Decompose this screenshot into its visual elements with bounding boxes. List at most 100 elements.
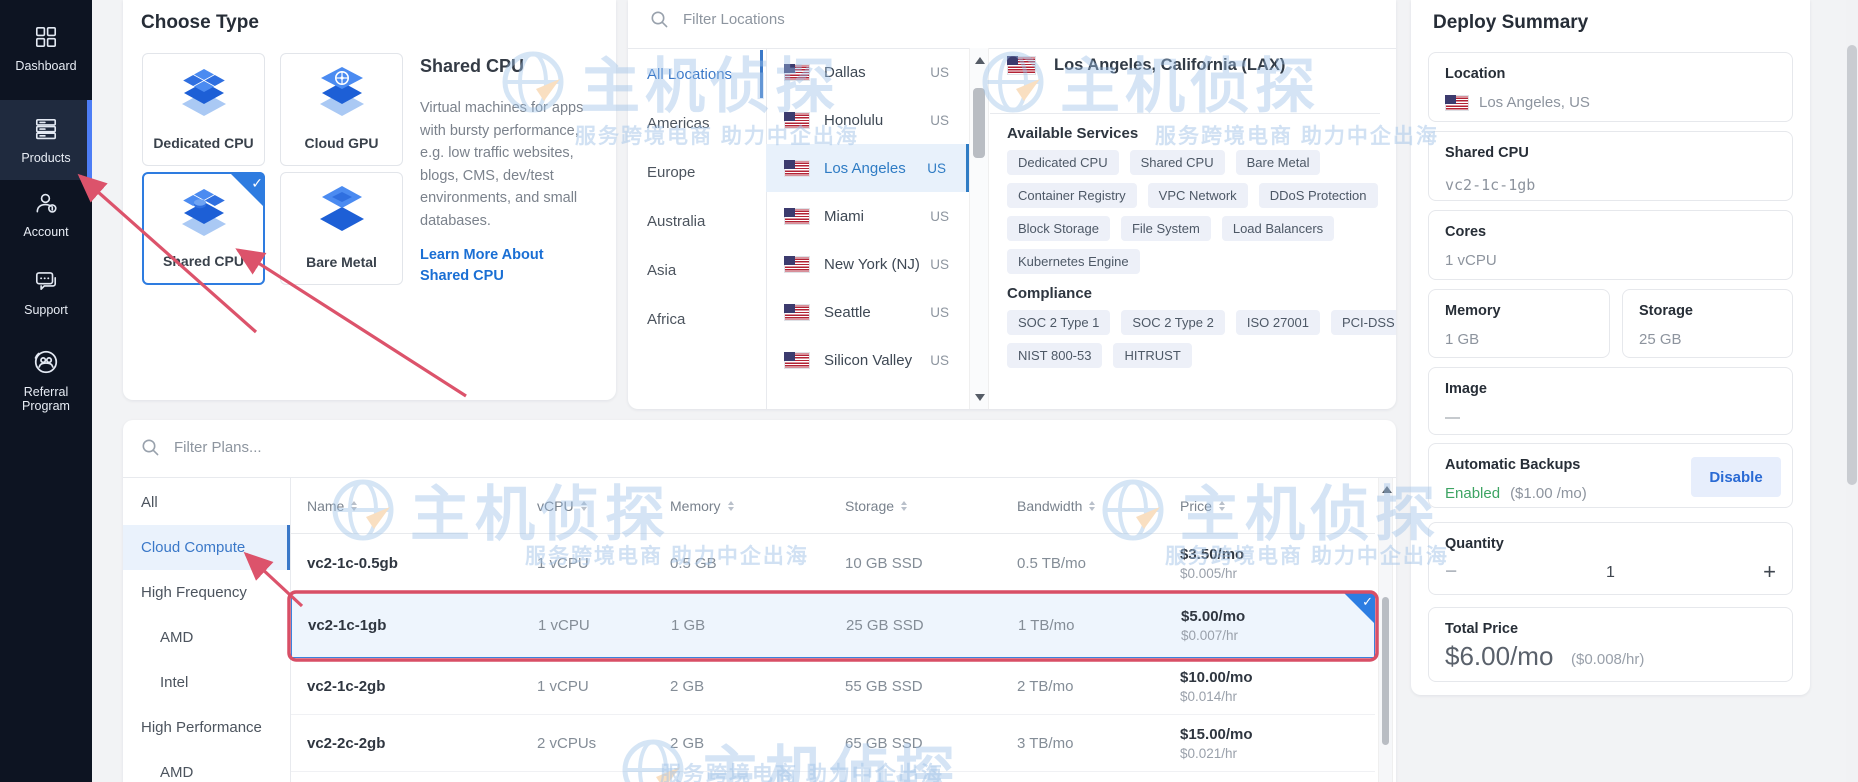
region-item-europe[interactable]: Europe	[628, 148, 763, 196]
plan-category-high-frequency[interactable]: High Frequency	[123, 570, 290, 615]
locations-search[interactable]	[650, 10, 903, 29]
region-item-africa[interactable]: Africa	[628, 295, 763, 343]
region-label: Europe	[647, 163, 696, 181]
bare-metal-icon	[319, 186, 364, 231]
plan-row-vc2-2c-2gb[interactable]: vc2-2c-2gb 2 vCPUs 2 GB 65 GB SSD 3 TB/m…	[291, 715, 1375, 772]
city-item-seattle[interactable]: Seattle US	[766, 288, 969, 336]
column-header-storage[interactable]: Storage	[829, 498, 1001, 514]
scrollbar-thumb[interactable]	[1382, 597, 1389, 745]
plan-category-amd-2[interactable]: AMD	[123, 750, 290, 782]
sidebar-item-products[interactable]: Products	[0, 100, 92, 180]
plan-category-amd[interactable]: AMD	[123, 615, 290, 660]
type-card-bare-metal[interactable]: Bare Metal	[280, 172, 403, 285]
us-flag-icon	[784, 159, 810, 177]
compliance-badge: HITRUST	[1113, 343, 1192, 368]
chat-support-icon	[35, 272, 57, 290]
plan-category-cloud-compute[interactable]: Cloud Compute	[123, 525, 290, 570]
scrollbar-thumb[interactable]	[1847, 45, 1857, 485]
service-badge: VPC Network	[1147, 183, 1248, 208]
service-badge: Bare Metal	[1235, 150, 1321, 175]
plan-category-all[interactable]: All	[123, 480, 290, 525]
type-detail-heading: Shared CPU	[420, 56, 525, 76]
sidebar-item-referral-program[interactable]: Referral Program	[0, 348, 92, 413]
plan-row-vc2-1c-2gb[interactable]: vc2-1c-2gb 1 vCPU 2 GB 55 GB SSD 2 TB/mo…	[291, 658, 1375, 715]
shared-cpu-icon	[181, 189, 226, 236]
backups-price: ($1.00 /mo)	[1510, 485, 1587, 502]
sort-icon	[1218, 500, 1225, 511]
city-list-scrollbar[interactable]	[969, 48, 989, 409]
region-label: Asia	[647, 261, 677, 279]
sidebar-item-support[interactable]: Support	[0, 268, 92, 317]
scroll-down-icon[interactable]	[975, 394, 985, 401]
scrollbar-thumb[interactable]	[973, 88, 985, 158]
summary-value: 1 GB	[1445, 331, 1480, 348]
disable-backups-button[interactable]: Disable	[1691, 457, 1781, 497]
plan-row-vc2-1c-0.5gb[interactable]: vc2-1c-0.5gb 1 vCPU 0.5 GB 10 GB SSD 0.5…	[291, 535, 1375, 592]
us-flag-icon	[784, 255, 810, 273]
city-item-silicon-valley[interactable]: Silicon Valley US	[766, 336, 969, 384]
us-flag-icon	[784, 351, 810, 369]
sidebar-item-label: Account	[23, 225, 69, 239]
scroll-up-icon[interactable]	[975, 57, 985, 64]
region-item-australia[interactable]: Australia	[628, 197, 763, 245]
service-badge: Shared CPU	[1129, 150, 1225, 175]
service-badge: DDoS Protection	[1258, 183, 1378, 208]
city-country: US	[927, 160, 946, 176]
total-price-value: $6.00/mo	[1445, 641, 1554, 671]
summary-label: Quantity	[1445, 536, 1504, 552]
scroll-up-icon[interactable]	[1381, 486, 1392, 493]
column-header-name[interactable]: Name	[291, 498, 521, 514]
plans-filter-input[interactable]	[174, 439, 394, 456]
learn-more-link[interactable]: Learn More About Shared CPU	[420, 247, 544, 284]
region-item-all-locations[interactable]: All Locations	[628, 50, 763, 98]
type-card-shared-cpu[interactable]: ✓ Shared CPU	[142, 172, 265, 285]
services-row: Block Storage File System Load Balancers	[1007, 216, 1335, 241]
sort-icon	[901, 500, 908, 511]
sort-icon	[727, 500, 734, 511]
city-item-los-angeles[interactable]: Los Angeles US	[766, 144, 969, 192]
service-badge: Kubernetes Engine	[1007, 249, 1140, 274]
plan-row-vc2-1c-1gb-selected[interactable]: vc2-1c-1gb 1 vCPU 1 GB 25 GB SSD 1 TB/mo…	[291, 592, 1375, 658]
city-item-miami[interactable]: Miami US	[766, 192, 969, 240]
city-item-dallas[interactable]: Dallas US	[766, 48, 969, 96]
deploy-summary-title: Deploy Summary	[1433, 12, 1589, 33]
column-header-memory[interactable]: Memory	[654, 498, 829, 514]
sidebar-item-dashboard[interactable]: Dashboard	[0, 24, 92, 73]
sidebar-item-label: Products	[21, 150, 71, 165]
category-label: AMD	[160, 629, 194, 646]
sidebar-item-label: Referral Program	[22, 385, 70, 413]
quantity-decrease-button[interactable]: −	[1445, 560, 1458, 583]
compliance-row: NIST 800-53 HITRUST	[1007, 343, 1192, 368]
region-item-americas[interactable]: Americas	[628, 99, 763, 147]
summary-quantity-card: Quantity − 1 +	[1428, 522, 1793, 595]
plan-category-high-performance[interactable]: High Performance	[123, 705, 290, 750]
account-person-icon	[36, 193, 57, 213]
type-card-label: Shared CPU	[163, 253, 244, 269]
us-flag-icon	[1007, 56, 1036, 75]
category-label: AMD	[160, 764, 194, 781]
column-header-price[interactable]: Price	[1164, 498, 1375, 514]
sidebar-item-account[interactable]: Account	[0, 190, 92, 239]
plan-category-intel[interactable]: Intel	[123, 660, 290, 705]
region-item-asia[interactable]: Asia	[628, 246, 763, 294]
type-card-dedicated-cpu[interactable]: Dedicated CPU	[142, 53, 265, 166]
summary-label: Automatic Backups	[1445, 457, 1581, 473]
type-card-cloud-gpu[interactable]: Cloud GPU	[280, 53, 403, 166]
page-scrollbar[interactable]	[1846, 0, 1858, 782]
city-item-new-york-nj[interactable]: New York (NJ) US	[766, 240, 969, 288]
summary-storage-card: Storage 25 GB	[1622, 289, 1793, 358]
type-card-label: Dedicated CPU	[153, 135, 254, 151]
dashboard-icon	[35, 26, 57, 48]
locations-filter-input[interactable]	[683, 11, 903, 28]
city-name: Miami	[824, 207, 864, 225]
plans-table-scrollbar[interactable]	[1378, 478, 1393, 782]
compliance-heading: Compliance	[1007, 285, 1093, 302]
column-header-bandwidth[interactable]: Bandwidth	[1001, 498, 1164, 514]
selected-check-corner: ✓	[229, 172, 265, 208]
location-detail-header: Los Angeles, California (LAX)	[1007, 56, 1285, 75]
city-item-honolulu[interactable]: Honolulu US	[766, 96, 969, 144]
column-header-vcpu[interactable]: vCPU	[521, 498, 654, 514]
sidebar-item-label: Dashboard	[15, 59, 77, 73]
quantity-increase-button[interactable]: +	[1763, 559, 1776, 584]
plans-search[interactable]	[141, 438, 394, 457]
